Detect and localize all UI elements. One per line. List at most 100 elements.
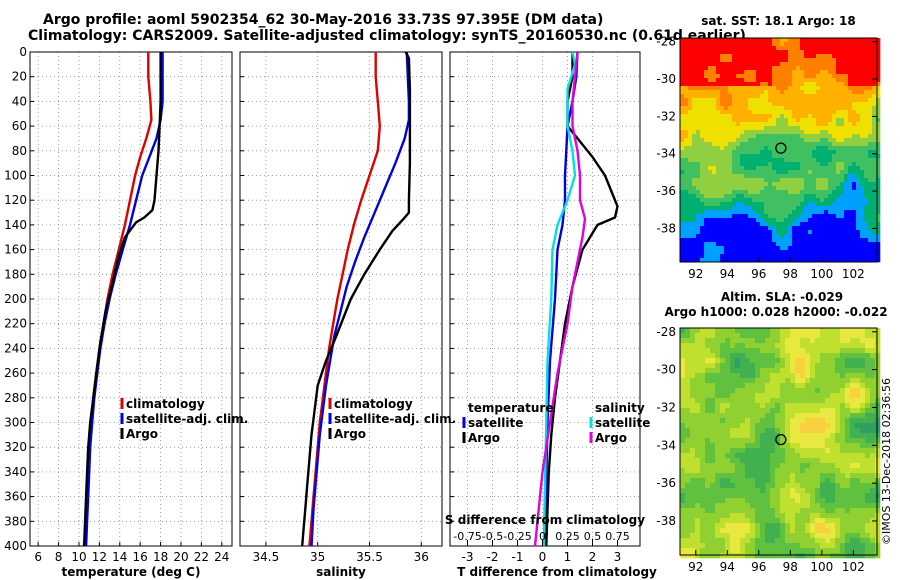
sst-cell xyxy=(860,186,865,191)
sst-cell xyxy=(736,118,741,123)
sst-cell xyxy=(800,258,805,263)
sla-cell xyxy=(710,393,716,399)
sla-cell xyxy=(750,443,756,449)
sst-cell xyxy=(860,54,865,59)
sst-cell xyxy=(784,54,789,59)
sst-cell xyxy=(768,38,773,43)
sst-cell xyxy=(776,86,781,91)
sst-cell xyxy=(740,222,745,227)
sst-cell xyxy=(768,174,773,179)
sst-cell xyxy=(684,130,689,135)
sla-cell xyxy=(740,553,746,559)
sla-cell xyxy=(855,358,861,364)
sst-cell xyxy=(712,186,717,191)
sla-cell xyxy=(700,333,706,339)
sla-cell xyxy=(850,453,856,459)
sst-cell xyxy=(848,130,853,135)
sst-cell xyxy=(792,158,797,163)
sst-cell xyxy=(744,222,749,227)
sla-cell xyxy=(705,388,711,394)
sst-cell xyxy=(792,182,797,187)
sla-cell xyxy=(830,393,836,399)
sst-cell xyxy=(696,102,701,107)
sst-cell xyxy=(732,118,737,123)
sst-cell xyxy=(872,206,877,211)
sst-cell xyxy=(756,86,761,91)
sla-cell xyxy=(750,368,756,374)
sst-cell xyxy=(840,98,845,103)
sla-cell xyxy=(860,338,866,344)
sla-cell xyxy=(845,508,851,514)
sla-cell xyxy=(730,423,736,429)
sst-cell xyxy=(680,166,685,171)
sst-cell xyxy=(748,66,753,71)
sla-cell xyxy=(845,458,851,464)
sst-cell xyxy=(876,194,881,199)
sst-cell xyxy=(832,54,837,59)
sla-cell xyxy=(745,538,751,544)
sst-cell xyxy=(704,66,709,71)
sla-cell xyxy=(695,433,701,439)
sst-cell xyxy=(744,82,749,87)
sla-cell xyxy=(695,373,701,379)
sst-cell xyxy=(792,206,797,211)
sla-cell xyxy=(710,518,716,524)
sla-cell xyxy=(715,363,721,369)
sla-cell xyxy=(715,488,721,494)
sst-cell xyxy=(848,226,853,231)
sla-cell xyxy=(735,448,741,454)
sst-cell xyxy=(856,246,861,251)
sst-cell xyxy=(764,78,769,83)
sla-cell xyxy=(735,418,741,424)
sst-cell xyxy=(752,62,757,67)
sla-cell xyxy=(690,388,696,394)
sst-cell xyxy=(772,250,777,255)
sla-cell xyxy=(695,358,701,364)
sst-cell xyxy=(732,114,737,119)
sst-cell xyxy=(680,50,685,55)
sst-cell xyxy=(800,54,805,59)
sst-cell xyxy=(688,166,693,171)
sst-cell xyxy=(808,118,813,123)
sst-cell xyxy=(876,222,881,227)
sla-cell xyxy=(740,333,746,339)
sla-cell xyxy=(790,458,796,464)
sst-cell xyxy=(760,186,765,191)
sst-cell xyxy=(864,186,869,191)
sla-cell xyxy=(760,478,766,484)
sst-cell xyxy=(840,158,845,163)
sla-cell xyxy=(710,348,716,354)
sla-cell xyxy=(830,328,836,334)
sst-cell xyxy=(872,234,877,239)
sst-cell xyxy=(800,158,805,163)
sst-cell xyxy=(680,218,685,223)
sst-cell xyxy=(756,142,761,147)
sst-cell xyxy=(844,74,849,79)
sst-cell xyxy=(764,162,769,167)
sla-cell xyxy=(860,353,866,359)
sla-cell xyxy=(740,428,746,434)
sla-cell xyxy=(840,423,846,429)
sla-cell xyxy=(770,348,776,354)
sst-cell xyxy=(708,102,713,107)
sst-cell xyxy=(788,98,793,103)
sla-cell xyxy=(720,478,726,484)
sla-cell xyxy=(725,483,731,489)
sst-cell xyxy=(824,210,829,215)
sla-cell xyxy=(815,443,821,449)
sst-cell xyxy=(856,254,861,259)
x-tick-label: 12 xyxy=(92,550,107,564)
sst-cell xyxy=(772,178,777,183)
sst-cell xyxy=(872,54,877,59)
sla-cell xyxy=(680,483,686,489)
sst-cell xyxy=(768,198,773,203)
sla-cell xyxy=(735,333,741,339)
sla-cell xyxy=(730,513,736,519)
sst-cell xyxy=(852,158,857,163)
sst-cell xyxy=(716,170,721,175)
sla-cell xyxy=(690,453,696,459)
sst-cell xyxy=(772,58,777,63)
sst-cell xyxy=(684,162,689,167)
sst-cell xyxy=(684,70,689,75)
sla-cell xyxy=(855,398,861,404)
